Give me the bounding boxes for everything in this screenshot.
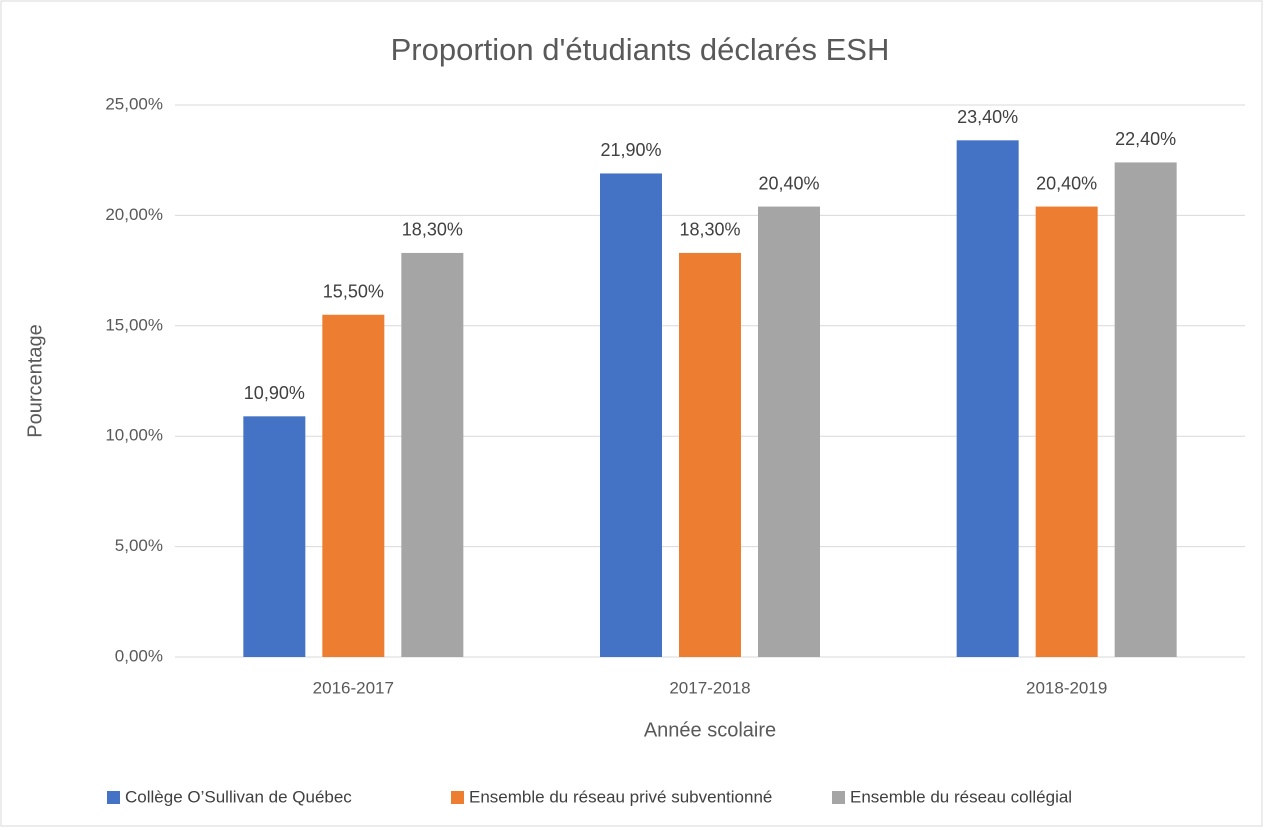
x-axis-label: Année scolaire <box>644 719 776 741</box>
bar <box>1035 206 1098 657</box>
y-tick-label: 5,00% <box>115 536 163 555</box>
data-label: 10,90% <box>244 383 305 403</box>
data-label: 22,40% <box>1115 129 1176 149</box>
data-label: 23,40% <box>957 107 1018 127</box>
bar <box>956 140 1019 657</box>
data-label: 18,30% <box>402 220 463 240</box>
data-label: 20,40% <box>1036 173 1097 193</box>
legend-swatch <box>107 791 120 804</box>
bar <box>600 173 662 657</box>
bar <box>679 252 741 657</box>
y-tick-label: 0,00% <box>115 646 163 665</box>
legend-label: Ensemble du réseau collégial <box>850 787 1072 806</box>
bar <box>322 314 385 657</box>
legend-label: Ensemble du réseau privé subventionné <box>469 787 772 806</box>
bar <box>1114 162 1177 657</box>
data-label: 18,30% <box>679 220 740 240</box>
data-label: 21,90% <box>600 140 661 160</box>
legend-swatch <box>451 791 464 804</box>
data-label: 15,50% <box>323 282 384 302</box>
y-tick-label: 15,00% <box>105 315 163 334</box>
legend-label: Collège O’Sullivan de Québec <box>125 787 352 806</box>
x-tick-label: 2018-2019 <box>1026 678 1107 697</box>
chart-title: Proportion d'étudiants déclarés ESH <box>391 32 890 67</box>
bar <box>758 206 820 657</box>
y-tick-label: 20,00% <box>105 205 163 224</box>
x-tick-label: 2017-2018 <box>669 678 750 697</box>
legend-swatch <box>832 791 845 804</box>
data-label: 20,40% <box>758 173 819 193</box>
bar <box>243 416 306 657</box>
y-tick-label: 25,00% <box>105 94 163 113</box>
bar <box>401 252 464 657</box>
x-tick-label: 2016-2017 <box>313 678 394 697</box>
y-axis-label: Pourcentage <box>24 324 46 437</box>
y-tick-label: 10,00% <box>105 426 163 445</box>
